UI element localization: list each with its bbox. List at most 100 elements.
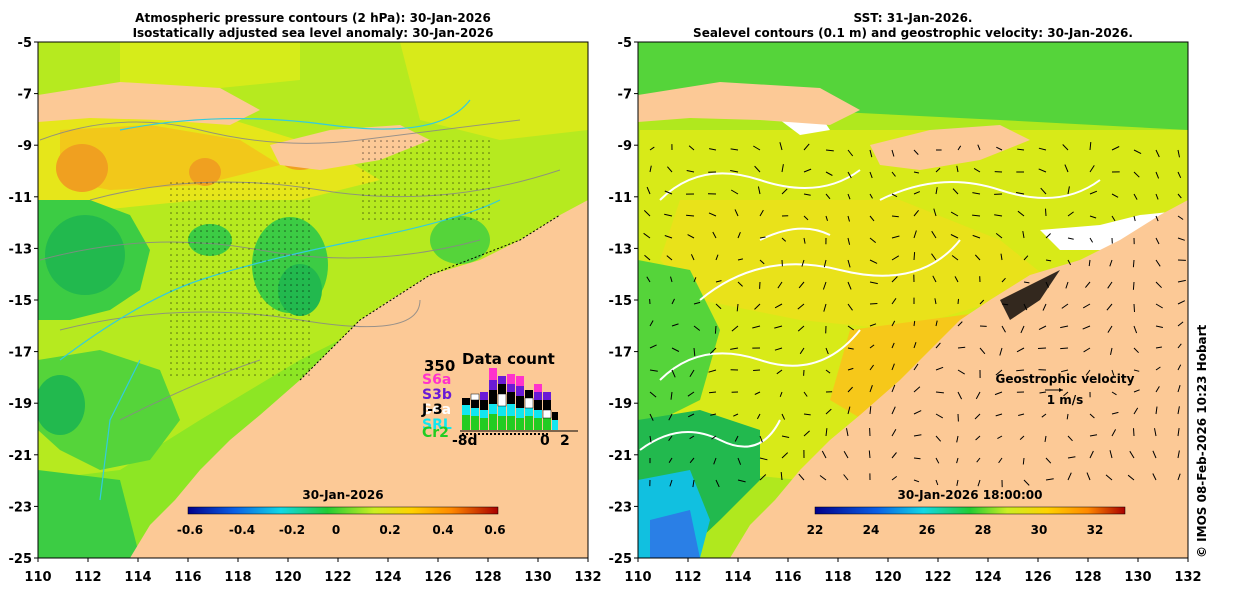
velocity-arrow xyxy=(931,253,937,261)
velocity-arrow xyxy=(869,237,877,243)
velocity-arrow xyxy=(1177,450,1180,459)
velocity-arrow xyxy=(935,457,940,464)
velocity-arrow xyxy=(1064,164,1069,173)
velocity-arrow xyxy=(1111,215,1116,222)
velocity-arrow xyxy=(649,391,657,398)
velocity-arrow xyxy=(687,413,695,418)
mission-s6a: S6a xyxy=(422,372,451,388)
velocity-arrow xyxy=(774,303,783,309)
velocity-arrow xyxy=(1089,190,1098,195)
velocity-arrow xyxy=(998,457,1003,464)
velocity-arrow xyxy=(1177,171,1182,179)
velocity-arrow xyxy=(913,342,917,349)
velocity-arrow xyxy=(664,235,673,239)
velocity-arrow xyxy=(1016,347,1025,353)
velocity-arrow xyxy=(891,193,898,198)
velocity-arrow xyxy=(979,347,986,355)
velocity-arrow xyxy=(1045,233,1051,239)
velocity-arrow xyxy=(1060,347,1069,350)
velocity-arrow xyxy=(995,413,1003,417)
velocity-arrow xyxy=(730,148,739,151)
velocity-arrow xyxy=(777,281,783,289)
lon-tick-label: 130 xyxy=(524,570,551,585)
velocity-arrow xyxy=(803,215,809,221)
velocity-arrow xyxy=(649,369,658,372)
velocity-arrow xyxy=(670,391,673,400)
velocity-arrow xyxy=(649,435,652,443)
velocity-arrow xyxy=(843,450,849,459)
velocity-arrow xyxy=(649,344,657,349)
velocity-arrow xyxy=(956,165,959,173)
mission-sea: Sea xyxy=(422,402,451,418)
velocity-arrow xyxy=(1062,144,1069,151)
velocity-arrow xyxy=(669,479,673,487)
velocity-arrow xyxy=(1017,210,1025,217)
velocity-arrow xyxy=(1177,215,1184,220)
velocity-arrow xyxy=(973,167,981,173)
velocity-arrow xyxy=(956,457,959,464)
velocity-arrow xyxy=(715,280,722,283)
velocity-arrow xyxy=(913,209,919,217)
lat-tick-label: -17 xyxy=(609,346,633,361)
velocity-arrow xyxy=(847,149,854,157)
velocity-arrow xyxy=(825,171,833,176)
velocity-arrow xyxy=(781,188,788,195)
velocity-arrow xyxy=(956,435,959,443)
velocity-arrow xyxy=(1065,281,1069,289)
velocity-arrow xyxy=(797,303,805,310)
velocity-arrow xyxy=(1133,149,1142,155)
svg-text:0.4: 0.4 xyxy=(432,523,453,537)
velocity-arrow xyxy=(712,231,717,239)
velocity-arrow xyxy=(1089,142,1092,151)
velocity-arrow xyxy=(1023,303,1028,311)
velocity-arrow xyxy=(950,234,959,239)
svg-text:-0.2: -0.2 xyxy=(279,523,305,537)
left-colorbar-ticks: -0.6 -0.4 -0.2 0 0.2 0.4 0.6 xyxy=(177,523,506,537)
lon-tick-label: 112 xyxy=(74,570,101,585)
velocity-arrow xyxy=(776,369,783,375)
velocity-arrow xyxy=(913,171,920,174)
left-colorbar xyxy=(187,506,499,515)
velocity-arrow xyxy=(754,303,761,310)
velocity-arrow xyxy=(891,384,896,393)
velocity-arrow xyxy=(798,281,805,289)
velocity-arrow xyxy=(803,168,812,173)
velocity-arrow xyxy=(913,363,919,371)
velocity-arrow xyxy=(693,325,701,331)
velocity-arrow xyxy=(686,170,695,173)
velocity-arrow xyxy=(734,209,739,217)
lat-tick-label: -21 xyxy=(9,449,33,464)
lat-tick-label: -25 xyxy=(609,552,633,567)
velocity-arrow xyxy=(1111,411,1119,415)
velocity-arrow xyxy=(1045,259,1052,262)
velocity-arrow xyxy=(687,234,695,239)
velocity-arrow xyxy=(803,193,811,196)
mission-srl: SRL xyxy=(422,417,452,433)
velocity-arrow xyxy=(1107,281,1113,289)
mission-cr2: Cr2 xyxy=(422,425,449,441)
velocity-arrow xyxy=(825,149,834,152)
velocity-arrow xyxy=(995,369,1003,376)
velocity-arrow xyxy=(1089,434,1098,437)
velocity-arrow xyxy=(843,474,849,481)
velocity-arrow xyxy=(891,429,897,437)
velocity-arrow xyxy=(1105,474,1113,481)
velocity-arrow xyxy=(708,212,717,217)
velocity-arrow xyxy=(994,214,1003,217)
lat-tick-label: -19 xyxy=(609,397,633,412)
velocity-arrow xyxy=(869,406,872,415)
velocity-arrow xyxy=(951,255,959,261)
velocity-arrow xyxy=(759,259,765,265)
velocity-arrow xyxy=(1089,165,1095,173)
velocity-arrow xyxy=(693,301,701,305)
velocity-arrow xyxy=(1038,168,1047,173)
velocity-arrow xyxy=(666,255,673,261)
velocity-arrow xyxy=(1133,407,1139,415)
velocity-arrow xyxy=(975,435,981,441)
lon-tick-label: 114 xyxy=(124,570,151,585)
velocity-arrow xyxy=(913,434,922,437)
velocity-arrow xyxy=(1039,391,1047,394)
velocity-arrow xyxy=(687,391,695,397)
velocity-arrow xyxy=(803,430,810,437)
velocity-arrow xyxy=(646,276,651,283)
